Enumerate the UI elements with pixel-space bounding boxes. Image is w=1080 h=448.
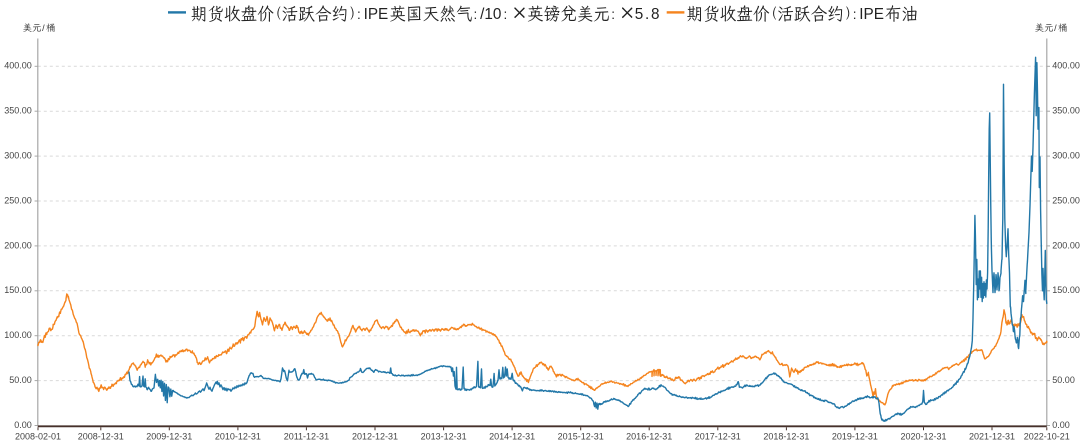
svg-text:400.00: 400.00 bbox=[4, 61, 32, 71]
svg-text::: : bbox=[474, 7, 478, 22]
svg-text::: : bbox=[611, 7, 615, 22]
svg-text:2008-12-31: 2008-12-31 bbox=[78, 432, 124, 442]
svg-text:2009-12-31: 2009-12-31 bbox=[146, 432, 192, 442]
svg-text:150.00: 150.00 bbox=[1052, 285, 1080, 295]
svg-text:200.00: 200.00 bbox=[1052, 240, 1080, 250]
svg-text:150.00: 150.00 bbox=[4, 285, 32, 295]
svg-text:2016-12-31: 2016-12-31 bbox=[626, 432, 672, 442]
svg-text:5.8: 5.8 bbox=[635, 6, 662, 23]
svg-text:/: / bbox=[42, 23, 45, 33]
svg-text:2014-12-31: 2014-12-31 bbox=[489, 432, 535, 442]
svg-text:250.00: 250.00 bbox=[4, 195, 32, 205]
svg-text:2022-10-21: 2022-10-21 bbox=[1024, 432, 1070, 442]
svg-text:350.00: 350.00 bbox=[1052, 106, 1080, 116]
svg-text:2017-12-31: 2017-12-31 bbox=[695, 432, 741, 442]
svg-text:/: / bbox=[1054, 23, 1057, 33]
svg-text:0.00: 0.00 bbox=[14, 420, 32, 430]
svg-text:2020-12-31: 2020-12-31 bbox=[900, 432, 946, 442]
svg-text:2010-12-31: 2010-12-31 bbox=[215, 432, 261, 442]
svg-text:300.00: 300.00 bbox=[1052, 151, 1080, 161]
svg-text:2018-12-31: 2018-12-31 bbox=[763, 432, 809, 442]
svg-text:2021-12-31: 2021-12-31 bbox=[969, 432, 1015, 442]
svg-text:0.00: 0.00 bbox=[1052, 420, 1070, 430]
svg-text:350.00: 350.00 bbox=[4, 106, 32, 116]
svg-text:200.00: 200.00 bbox=[4, 240, 32, 250]
svg-text:50.00: 50.00 bbox=[1052, 375, 1075, 385]
svg-text:100.00: 100.00 bbox=[1052, 330, 1080, 340]
svg-text:300.00: 300.00 bbox=[4, 151, 32, 161]
svg-text:2011-12-31: 2011-12-31 bbox=[284, 432, 329, 442]
svg-text:2008-02-01: 2008-02-01 bbox=[15, 432, 61, 442]
svg-text:400.00: 400.00 bbox=[1052, 61, 1080, 71]
svg-text:2019-12-31: 2019-12-31 bbox=[832, 432, 878, 442]
svg-text:2015-12-31: 2015-12-31 bbox=[558, 432, 604, 442]
svg-text:100.00: 100.00 bbox=[4, 330, 32, 340]
svg-text::: : bbox=[853, 7, 857, 22]
svg-text:IPE: IPE bbox=[364, 6, 389, 23]
svg-text::: : bbox=[357, 7, 361, 22]
svg-text:2012-12-31: 2012-12-31 bbox=[352, 432, 398, 442]
svg-text:IPE: IPE bbox=[859, 6, 884, 23]
svg-text:2013-12-31: 2013-12-31 bbox=[421, 432, 467, 442]
svg-text::: : bbox=[504, 7, 508, 22]
svg-text:250.00: 250.00 bbox=[1052, 195, 1080, 205]
svg-text:50.00: 50.00 bbox=[9, 375, 32, 385]
svg-text:/10: /10 bbox=[480, 6, 501, 23]
